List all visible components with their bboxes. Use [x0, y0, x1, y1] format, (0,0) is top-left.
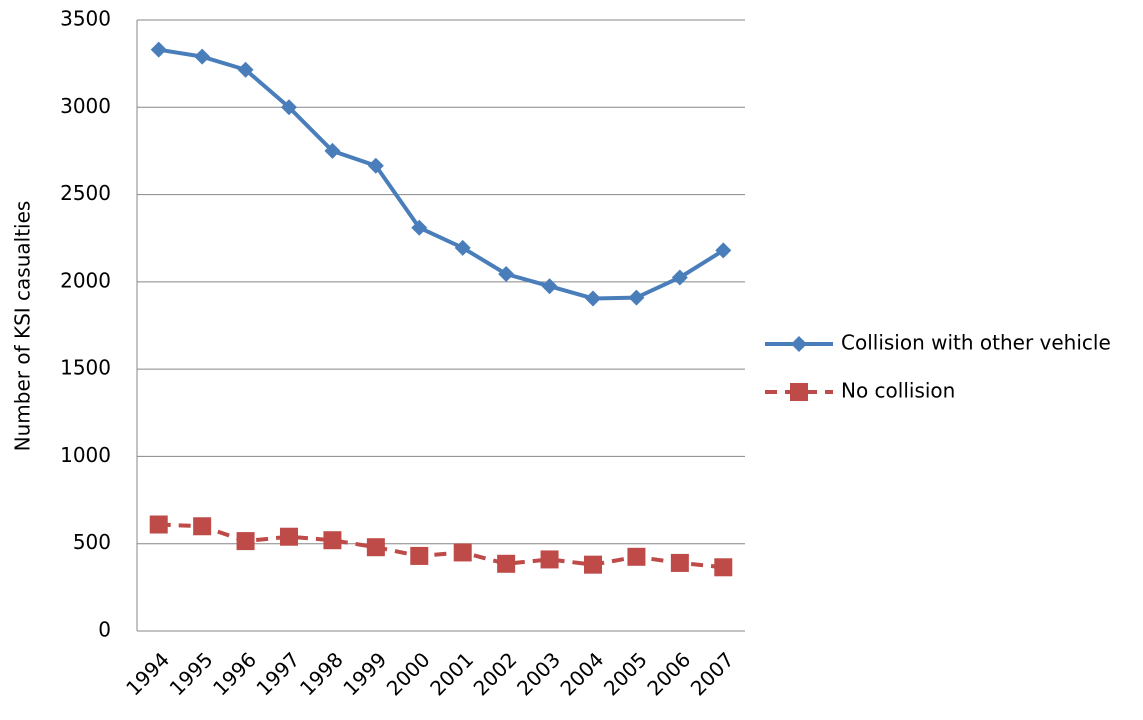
y-tick-label: 3500: [60, 7, 111, 31]
x-tick-label: 2006: [642, 647, 695, 700]
data-point: [715, 242, 732, 259]
data-point: [497, 554, 516, 573]
data-point: [367, 157, 384, 174]
series-line: [158, 47, 725, 301]
data-point: [453, 543, 472, 562]
x-tick-label: 1994: [121, 647, 174, 700]
data-point: [150, 41, 167, 58]
data-point: [193, 517, 212, 536]
data-point: [670, 553, 689, 572]
data-point: [366, 538, 385, 557]
data-point: [498, 266, 515, 283]
data-point: [454, 239, 471, 256]
data-point: [280, 527, 298, 546]
series-line: [158, 522, 724, 570]
x-tick-label: 1995: [165, 647, 218, 700]
y-tick-label: 3000: [60, 94, 111, 118]
data-point: [237, 61, 254, 78]
x-tick-label: 1999: [338, 647, 391, 700]
legend-marker: [790, 383, 808, 401]
y-tick-label: 1500: [60, 356, 111, 380]
data-point: [323, 531, 342, 550]
x-tick-label: 2002: [469, 647, 522, 700]
data-point: [541, 278, 558, 295]
x-tick-label: 2001: [425, 647, 478, 700]
y-axis-label: Number of KSI casualties: [11, 201, 35, 452]
legend-label: Collision with other vehicle: [841, 331, 1111, 355]
data-point: [584, 555, 602, 574]
data-point: [671, 269, 688, 286]
y-tick-label: 0: [98, 618, 111, 642]
y-tick-label: 1000: [60, 443, 111, 467]
x-tick-label: 2003: [512, 647, 565, 700]
x-tick-label: 2007: [686, 647, 739, 700]
y-tick-label: 500: [73, 530, 111, 554]
legend-label: No collision: [841, 379, 955, 403]
data-point: [194, 48, 211, 65]
data-point: [149, 515, 168, 534]
y-tick-label: 2000: [60, 268, 111, 292]
data-point: [281, 99, 297, 116]
data-point: [411, 219, 428, 236]
data-point: [540, 550, 559, 569]
y-tick-label: 2500: [60, 181, 111, 205]
data-point: [627, 547, 646, 566]
data-point: [236, 532, 255, 551]
data-point: [628, 289, 645, 306]
data-point: [714, 558, 733, 577]
x-tick-label: 1998: [295, 647, 348, 700]
x-tick-label: 1997: [251, 647, 304, 700]
x-tick-label: 2005: [599, 647, 652, 700]
x-tick-label: 1996: [208, 647, 261, 700]
data-point: [585, 290, 601, 307]
legend-marker: [791, 336, 807, 352]
data-point: [410, 546, 429, 565]
data-point: [324, 142, 341, 159]
x-tick-label: 2000: [382, 647, 435, 700]
x-tick-label: 2004: [555, 647, 608, 700]
